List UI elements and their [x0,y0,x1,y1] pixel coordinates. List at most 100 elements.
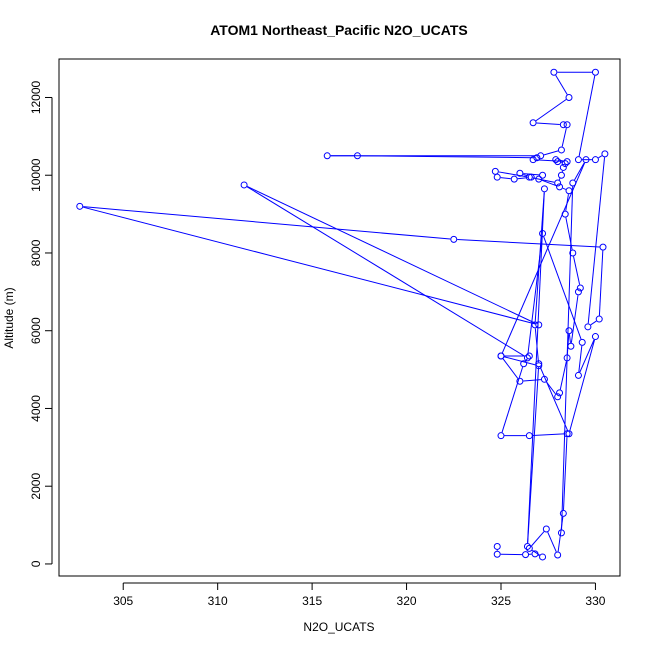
series-line-segment [570,295,579,343]
series-line-segment [590,320,597,326]
series-line-segment [569,339,596,431]
data-point [523,354,531,362]
data-point [565,327,573,335]
data-point [522,551,530,559]
data-point [539,230,547,238]
data-point [535,360,543,368]
data-point [240,181,248,189]
series-line-segment [536,122,560,125]
data-point [574,371,582,379]
data-point [550,68,558,76]
series-line-segment [578,345,583,372]
series-line-segment [83,206,451,240]
data-point [554,393,562,401]
series-line-segment [541,179,557,187]
series-line-segment [578,75,596,157]
data-point [523,542,531,550]
series-line-segment [555,74,568,95]
y-tick-label: 10000 [29,158,43,192]
chart-title: ATOM1 Northeast_Pacific N2O_UCATS [210,22,468,38]
x-axis-label: N2O_UCATS [303,620,374,634]
data-point [539,553,547,561]
data-point [591,156,599,164]
data-point [537,152,545,160]
data-point [554,158,562,166]
series-line-segment [532,433,564,436]
series-line-segment [523,173,529,177]
data-point [535,175,543,183]
data-point [554,179,562,187]
data-point [493,173,501,181]
data-point [527,173,535,181]
data-point [561,160,569,168]
data-point [529,156,537,164]
series-line-segment [574,162,585,181]
data-point [595,315,603,323]
data-point [552,156,560,164]
series-line-segment [247,185,536,324]
series-line-segment [535,99,567,122]
data-point [525,352,533,360]
x-tick-label: 315 [302,594,322,608]
data-point [529,119,537,127]
series-line-segment [502,358,519,379]
data-point [76,202,84,210]
data-point [535,321,543,329]
series-line-segment [500,177,511,180]
data-point [561,210,569,218]
series-line-segment [543,150,559,156]
x-tick-label: 325 [491,594,511,608]
y-tick-label: 2000 [29,473,43,500]
series-line-segment [561,186,574,530]
data-point [599,243,607,251]
series-line-segment [501,162,586,353]
data-point [525,173,533,181]
series-line-segment [598,250,604,316]
data-point [574,156,582,164]
series-line-segment [579,339,595,373]
series-line-segment [504,356,536,366]
series-line-segment [562,187,566,190]
y-tick-label: 0 [29,560,43,567]
series-line-segment [587,157,606,324]
data-point [578,338,586,346]
series-line-segment [559,361,567,390]
data-point [539,171,547,179]
y-axis: 0 2000 4000 6000 8000 10000 12000 [29,80,53,567]
data-point [531,321,539,329]
data-point [556,389,564,397]
x-tick-label: 310 [208,594,228,608]
data-point [531,550,539,558]
series-lines [83,71,606,557]
series-line-segment [501,366,524,433]
data-point [556,183,564,191]
data-point [565,187,573,195]
series-line-segment [83,206,536,325]
series-line-segment [561,127,567,147]
data-point [563,354,571,362]
y-axis-label: Altitude (m) [2,287,16,348]
data-point [491,167,499,175]
series-line-segment [562,437,568,510]
data-point [559,509,567,517]
series-line-segment [536,159,564,162]
series-line-segment [558,178,561,181]
series-line-segment [457,239,600,248]
data-point [557,529,565,537]
series-line-segment [547,531,557,552]
data-point [542,525,550,533]
data-point [540,185,548,193]
data-point [533,154,541,162]
x-tick-label: 320 [397,594,417,608]
data-point [584,323,592,331]
data-point [565,93,573,101]
series-line-segment [568,334,571,343]
x-tick-label: 305 [113,594,133,608]
x-axis: 305 310 315 320 325 330 [113,582,606,608]
series-line-segment [573,256,581,285]
y-tick-label: 12000 [29,80,43,114]
data-point [497,432,505,440]
data-point [353,152,361,160]
data-point [516,377,524,385]
